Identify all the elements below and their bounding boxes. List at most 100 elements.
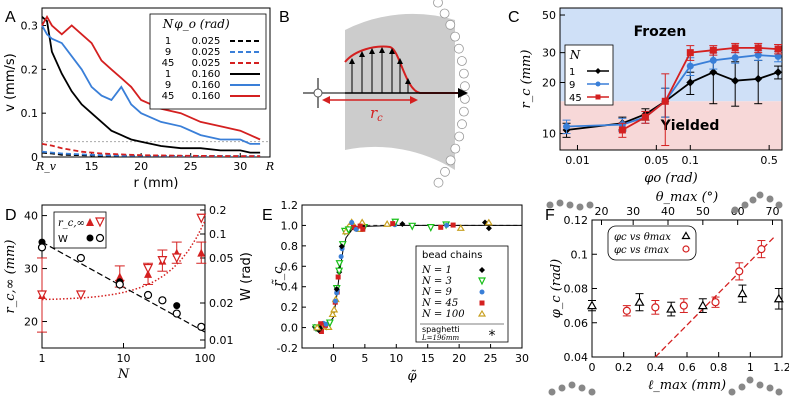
x-tick-label: 0.4 — [647, 361, 665, 374]
bead — [445, 155, 456, 166]
data-point — [774, 45, 782, 53]
panel-letter-e: E — [262, 207, 273, 224]
data-point — [350, 224, 356, 230]
data-point — [335, 274, 341, 280]
data-point — [622, 306, 631, 315]
x-tick-label: 20 — [452, 352, 466, 365]
region-label-frozen: Frozen — [634, 24, 687, 40]
data-point — [773, 293, 784, 303]
bead — [433, 177, 444, 188]
y-axis-label: φ_c (rad) — [549, 259, 564, 318]
chain-bead — [568, 381, 576, 389]
legend-row: N = 1 — [421, 265, 452, 276]
chain-bead — [558, 384, 566, 392]
chart-c: Frozen Yielded 0.01 0.05 0.1 0.5 10 20 30 50 φo (r… — [519, 7, 783, 186]
data-point — [731, 54, 739, 62]
chain-bead — [548, 388, 556, 396]
legend-n: 1 — [165, 69, 171, 80]
data-point — [774, 68, 783, 77]
x-tick-label: 15 — [421, 352, 435, 365]
panel-letter-a: A — [5, 9, 16, 26]
bead — [445, 19, 456, 30]
data-point — [335, 267, 344, 276]
legend-marker — [479, 289, 485, 295]
x-tick-label-top: 40 — [661, 205, 675, 218]
chain-bead — [588, 388, 596, 396]
data-point — [563, 123, 571, 131]
data-point — [651, 303, 660, 312]
legend-marker — [595, 68, 601, 74]
legend-label: 1 — [569, 67, 575, 78]
data-point — [353, 226, 359, 232]
panel-letter-b: B — [279, 9, 290, 26]
data-point — [383, 220, 392, 227]
legend-spaghetti-length: L=196mm — [421, 334, 460, 342]
y-tick-label: 0.8 — [281, 240, 299, 253]
x-tick-label-top: 30 — [626, 205, 640, 218]
legend-header-phi: φ_o (rad) — [174, 17, 230, 31]
bead — [454, 131, 465, 142]
legend-marker — [479, 300, 485, 306]
y-tick-label: 0.2 — [281, 301, 299, 314]
x-tick-label: 1 — [747, 361, 754, 374]
legend-phi: 0.160 — [192, 91, 221, 102]
legend-label: 9 — [569, 80, 575, 91]
panel-letter-d: D — [5, 207, 17, 224]
legend-n: 45 — [162, 91, 175, 102]
chain-bead — [731, 206, 739, 214]
x-tick-label: 0.1 — [682, 154, 700, 167]
chart-e: 0 5 10 15 20 25 30 -0.2 0.0 0.2 0.4 0.6 0.8 1.0 1.2 φ̃ r… — [271, 199, 529, 384]
velocity-arrowhead — [369, 48, 375, 54]
chain-bead — [775, 201, 783, 209]
data-point — [75, 290, 86, 301]
x-axis-label: r (mm) — [134, 176, 179, 191]
legend-marker — [595, 94, 601, 100]
chain-bead — [556, 199, 564, 207]
legend-spaghetti: spaghetti — [422, 325, 460, 334]
data-point — [197, 248, 206, 257]
data-point — [697, 300, 708, 310]
legend-title: N — [569, 48, 581, 62]
data-point — [171, 253, 182, 264]
data-point — [754, 44, 762, 52]
data-point — [172, 309, 181, 318]
chain-bead — [775, 388, 783, 396]
legend-phi: 0.160 — [192, 69, 221, 80]
x-tick-label: 30 — [233, 160, 247, 173]
data-point — [115, 272, 124, 281]
data-point — [196, 213, 207, 224]
legend-marker — [477, 309, 487, 317]
chain-bead — [586, 201, 594, 209]
data-point — [661, 97, 669, 105]
baseline-arrowhead — [458, 88, 468, 98]
bead — [459, 81, 470, 92]
chain-bead — [728, 388, 736, 396]
chart-f: 00.20.40.60.811.22030405060700.040.060.0… — [546, 190, 789, 396]
x-tick-label-rv: R_v — [35, 160, 57, 173]
legend-marker — [681, 231, 691, 240]
y-tick-label: 0.0 — [281, 322, 299, 335]
legend-marker — [86, 234, 94, 242]
legend-header-n: N — [162, 17, 174, 31]
x-tick-label: 0 — [330, 352, 337, 365]
data-point — [438, 224, 444, 230]
y-tick-label: 1.0 — [281, 219, 299, 232]
data-point — [686, 49, 694, 57]
data-point — [76, 253, 85, 263]
data-point — [158, 296, 167, 305]
x-tick-label: 0.6 — [678, 361, 696, 374]
legend-marker — [479, 267, 485, 273]
data-point — [338, 254, 344, 260]
data-point — [115, 280, 124, 289]
data-point — [709, 68, 718, 77]
data-point — [709, 46, 717, 54]
data-point — [173, 302, 181, 310]
data-point — [485, 225, 492, 232]
data-point — [686, 62, 694, 70]
velocity-arrowhead — [379, 47, 385, 53]
chain-bead — [578, 384, 586, 392]
legend-title: bead chains — [422, 250, 482, 261]
chain-bead — [756, 381, 764, 389]
data-point — [143, 263, 154, 274]
data-point — [618, 126, 626, 134]
